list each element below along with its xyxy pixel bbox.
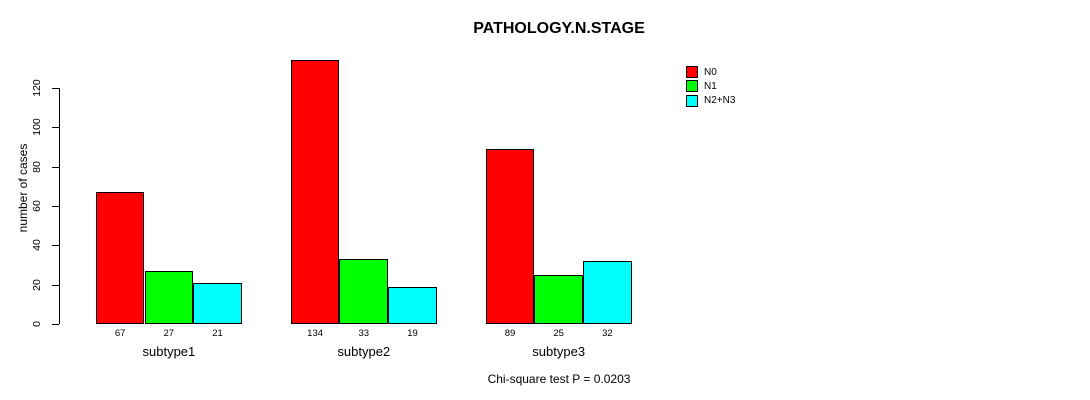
y-tick-label: 80 <box>30 160 43 173</box>
bar-value-label: 19 <box>407 328 418 339</box>
y-axis-label: number of cases <box>16 143 30 233</box>
bar-value-label: 67 <box>114 328 126 339</box>
chi-square-note: Chi-square test P = 0.0203 <box>487 372 631 386</box>
y-tick-label: 60 <box>30 200 43 212</box>
bar-n0-subtype3 <box>485 148 535 325</box>
category-label-subtype3: subtype3 <box>532 343 586 359</box>
y-tick <box>52 87 59 89</box>
legend: N0 N1 N2+N3 <box>686 66 735 109</box>
legend-swatch-n2n3 <box>686 94 698 107</box>
legend-label: N2+N3 <box>704 95 736 107</box>
y-tick <box>52 284 59 286</box>
bar-value-label: 134 <box>307 328 324 339</box>
legend-label: N0 <box>704 66 717 78</box>
y-tick-label: 40 <box>30 239 43 252</box>
y-tick <box>52 206 59 207</box>
y-tick-label: 20 <box>30 279 43 291</box>
bar-value-label: 21 <box>212 328 223 339</box>
bar-n2n3-subtype3 <box>583 261 632 325</box>
y-tick <box>52 166 59 168</box>
legend-swatch-n1 <box>686 80 698 93</box>
category-label-subtype1: subtype1 <box>142 343 196 359</box>
bar-value-label: 33 <box>358 328 370 339</box>
bar-n1-subtype3 <box>534 275 583 325</box>
y-axis-line <box>59 87 60 325</box>
bar-value-label: 32 <box>602 328 613 339</box>
bar-value-label: 89 <box>504 328 516 339</box>
chart-title: PATHOLOGY.N.STAGE <box>473 20 645 37</box>
category-label-subtype2: subtype2 <box>337 343 391 359</box>
y-tick-label: 120 <box>30 78 43 97</box>
legend-item-n0: N0 <box>686 66 735 78</box>
y-tick <box>52 245 59 247</box>
legend-item-n2n3: N2+N3 <box>686 94 736 107</box>
bar-n1-subtype1 <box>144 271 194 325</box>
legend-item-n1: N1 <box>686 80 735 93</box>
y-tick <box>52 127 59 129</box>
legend-swatch-n0 <box>686 66 698 78</box>
y-tick-label: 0 <box>30 321 43 328</box>
bar-value-label: 27 <box>163 328 175 339</box>
bar-value-label: 25 <box>553 328 564 339</box>
bar-n2n3-subtype2 <box>388 286 437 325</box>
bar-n0-subtype1 <box>95 192 145 325</box>
bar-n2n3-subtype1 <box>193 282 242 325</box>
bar-n1-subtype2 <box>339 259 389 325</box>
y-tick <box>52 324 59 326</box>
y-tick-label: 100 <box>30 118 43 136</box>
bar-n0-subtype2 <box>290 60 340 325</box>
legend-label: N1 <box>704 80 717 92</box>
